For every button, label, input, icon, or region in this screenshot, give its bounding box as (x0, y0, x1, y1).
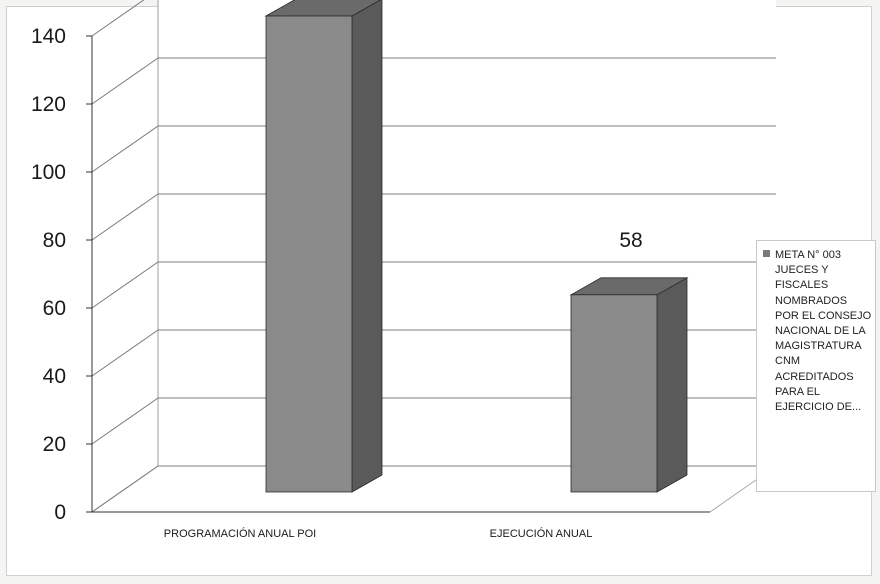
gridline (91, 0, 145, 37)
bar (569, 277, 689, 493)
bar-front (265, 15, 353, 493)
gridline (91, 193, 776, 241)
y-tick-label: 20 (43, 433, 66, 456)
y-tick-label: 120 (31, 93, 66, 116)
legend-line-text: PARA EL (775, 385, 821, 398)
y-tick-label: 40 (43, 365, 66, 388)
bar-side (656, 277, 688, 493)
gridline (91, 397, 776, 445)
x-tick-label: PROGRAMACIÓN ANUAL POI (164, 527, 316, 540)
legend-swatch (763, 250, 770, 257)
y-tick-label: 100 (31, 161, 66, 184)
legend-line: JUECES Y (763, 263, 875, 278)
y-tick-label: 80 (43, 229, 66, 252)
x-axis: PROGRAMACIÓN ANUAL POI EJECUCIÓN ANUAL (86, 511, 710, 540)
y-tick-label: 0 (54, 501, 66, 524)
legend: META N° 003 JUECES Y FISCALES NOMBRADOS POR … (756, 240, 876, 492)
bar (264, 0, 383, 493)
legend-line: EJERCICIO DE... (763, 400, 875, 415)
bars (264, 0, 689, 493)
gridline (91, 465, 776, 513)
legend-line-text: EJERCICIO DE... (775, 401, 862, 414)
legend-line: CNM (763, 354, 875, 369)
legend-line: NOMBRADOS (763, 294, 875, 309)
gridline (91, 261, 776, 309)
gridline (91, 329, 776, 377)
legend-line: ACREDITADOS (763, 370, 875, 385)
legend-line: FISCALES (763, 278, 875, 293)
bar-side (351, 0, 383, 493)
legend-line-text: NOMBRADOS (775, 294, 848, 307)
y-tick-label: 60 (43, 297, 66, 320)
gridline (91, 57, 776, 105)
legend-text: META N° 003 JUECES Y FISCALES NOMBRADOS POR … (763, 248, 875, 415)
legend-line: MAGISTRATURA (763, 339, 875, 354)
legend-line: META N° 003 (763, 248, 875, 263)
data-label: 58 (619, 229, 642, 252)
legend-line-text: ACREDITADOS (775, 370, 854, 383)
bar-front (570, 294, 658, 493)
y-axis: 0 20 40 60 80 100 120 140 (31, 25, 93, 524)
legend-line-text: FISCALES (775, 279, 829, 292)
legend-line: POR EL CONSEJO (763, 309, 875, 324)
legend-line: NACIONAL DE LA (763, 324, 875, 339)
legend-line-text: JUECES Y (775, 264, 829, 277)
gridlines (91, 0, 776, 513)
legend-line-text: NACIONAL DE LA (775, 325, 866, 338)
y-tick-label: 140 (31, 25, 66, 48)
gridline (91, 125, 776, 173)
legend-line-text: META N° 003 (775, 249, 841, 261)
legend-line: PARA EL (763, 385, 875, 400)
data-labels: 14058 (619, 229, 642, 252)
legend-line-text: POR EL CONSEJO (775, 309, 872, 322)
legend-line-text: MAGISTRATURA (775, 340, 862, 353)
legend-line-text: CNM (775, 355, 801, 368)
x-tick-label: EJECUCIÓN ANUAL (490, 527, 593, 540)
